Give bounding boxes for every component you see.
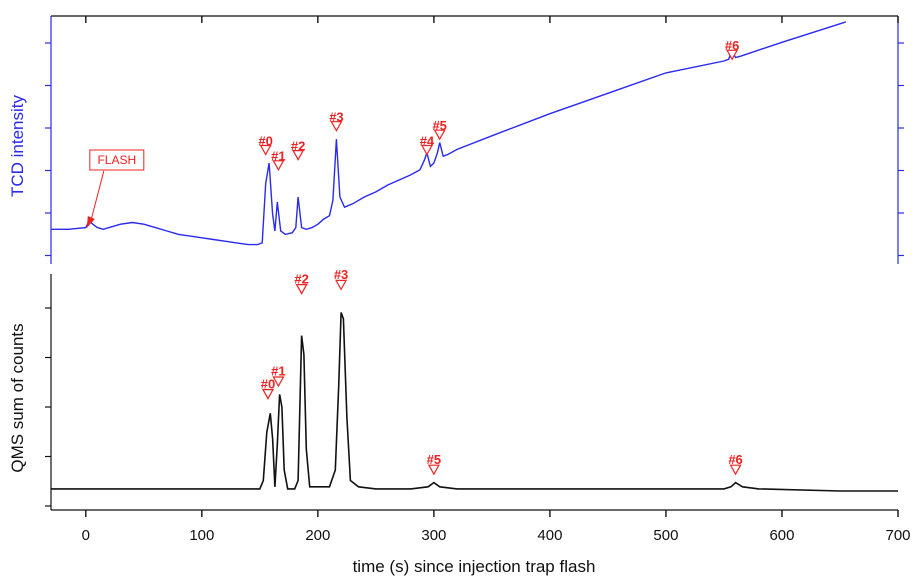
peak-label: #2 — [294, 271, 308, 286]
peak-marker-triangle — [726, 49, 739, 61]
peak-marker-triangle — [295, 284, 308, 295]
peak-marker-triangle — [259, 144, 272, 156]
x-tick-label: 500 — [653, 527, 678, 544]
qms-y-axis-label: QMS sum of counts — [8, 323, 27, 472]
peak-label: #1 — [271, 364, 285, 379]
x-tick-label: 400 — [537, 527, 562, 544]
x-tick-label: 200 — [305, 527, 330, 544]
qms-series-line — [51, 312, 898, 492]
flash-arrowhead — [86, 216, 95, 228]
x-tick-label: 100 — [189, 527, 214, 544]
tcd-peak-markers: #0#1 #2 #3 #4#5 #6 — [258, 38, 739, 172]
qms-y-ticks — [45, 307, 51, 507]
peak-marker-triangle — [292, 150, 305, 161]
tcd-top-ticks — [85, 16, 899, 23]
qms-peak-markers: #0#1 #2 #3 #5 #6 — [261, 267, 743, 476]
x-tick-label: 300 — [421, 527, 446, 544]
peak-marker-triangle — [272, 160, 285, 172]
tcd-y-ticks — [45, 42, 904, 257]
flash-annotation: FLASH — [86, 149, 145, 228]
peak-label: #3 — [329, 110, 343, 125]
x-axis-label: time (s) since injection trap flash — [353, 557, 596, 576]
peak-label: #6 — [725, 38, 739, 53]
peak-marker-triangle — [427, 464, 440, 476]
peak-label: #5 — [427, 452, 441, 467]
flash-label: FLASH — [97, 153, 136, 167]
peak-label: #1 — [271, 149, 285, 164]
x-tick-label: 700 — [885, 527, 910, 544]
peak-label: #5 — [432, 118, 446, 133]
x-tick-label: 0 — [82, 527, 90, 544]
x-tick-label: 600 — [769, 527, 794, 544]
peak-marker-triangle — [729, 464, 742, 476]
qms-x-ticks: 0 100 200 300 400 500 600 700 — [82, 510, 911, 544]
peak-label: #2 — [291, 139, 305, 154]
peak-label: #0 — [258, 133, 272, 148]
peak-label: #3 — [334, 267, 348, 282]
peak-marker-triangle — [261, 389, 274, 400]
peak-label: #0 — [261, 376, 275, 391]
peak-marker-triangle — [420, 144, 433, 156]
tcd-panel: TCD intensity #0#1 #2 #3 #4#5 #6 FLASH — [8, 15, 904, 264]
qms-panel: 0 100 200 300 400 500 600 700 QMS sum of counts… — [8, 267, 911, 576]
peak-label: #4 — [420, 133, 435, 148]
peak-marker-triangle — [433, 129, 446, 141]
tcd-y-axis-label: TCD intensity — [8, 94, 27, 197]
flash-arrow — [90, 170, 105, 222]
peak-marker-triangle — [335, 279, 348, 291]
peak-label: #6 — [728, 452, 742, 467]
peak-marker-triangle — [330, 121, 343, 132]
peak-marker-triangle — [272, 376, 285, 388]
flash-label-box — [89, 149, 145, 171]
tcd-series-line — [51, 21, 847, 246]
